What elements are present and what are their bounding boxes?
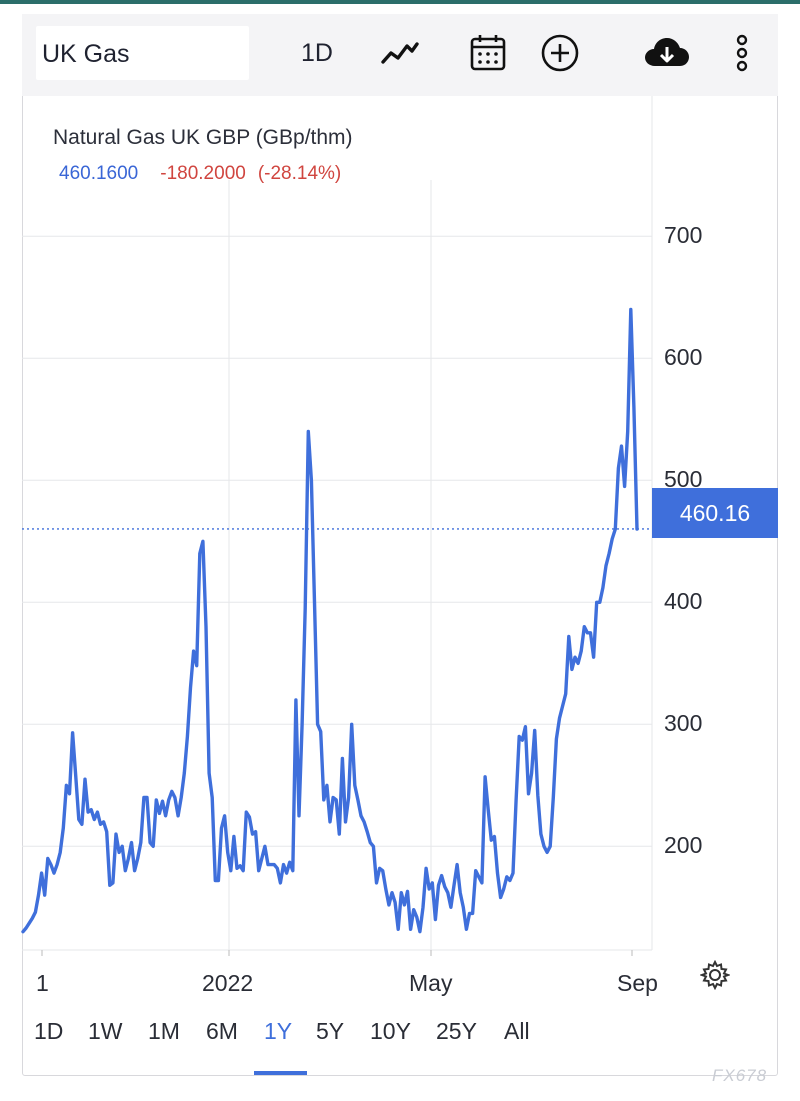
y-tick-label: 700 [664, 222, 703, 249]
quote-line: 460.1600 -180.2000 (-28.14%) [59, 163, 341, 185]
gear-icon[interactable] [699, 959, 731, 995]
cloud-download-icon[interactable] [642, 30, 692, 76]
range-6m[interactable]: 6M [206, 1018, 238, 1044]
x-tick-label: May [409, 970, 453, 996]
price-series-line [21, 307, 639, 934]
range-25y[interactable]: 25Y [436, 1018, 477, 1044]
range-all[interactable]: All [504, 1018, 530, 1044]
range-10y[interactable]: 10Y [370, 1018, 411, 1044]
chart-title: Natural Gas UK GBP (GBp/thm) [53, 126, 353, 149]
y-tick-label: 400 [664, 588, 703, 615]
line-chart-icon[interactable] [378, 30, 422, 76]
range-1y[interactable]: 1Y [264, 1018, 293, 1044]
watermark: FX678 [712, 1066, 768, 1085]
plus-circle-icon[interactable] [538, 30, 582, 76]
price-change: -180.2000 [160, 163, 246, 184]
x-tick-label: 1 [36, 970, 49, 996]
active-range-indicator [254, 1071, 307, 1075]
range-1w[interactable]: 1W [88, 1018, 123, 1044]
x-tick-label: 2022 [202, 970, 254, 996]
y-tick-label: 500 [664, 466, 703, 493]
y-tick-label: 300 [664, 710, 703, 737]
y-tick-label: 200 [664, 832, 703, 859]
price-change-percent: (-28.14%) [257, 163, 342, 184]
current-price-tag: 460.16 [652, 488, 778, 538]
range-5y[interactable]: 5Y [316, 1018, 345, 1044]
last-price: 460.1600 [59, 163, 139, 184]
range-1m[interactable]: 1M [148, 1018, 180, 1044]
interval-button[interactable]: 1D [301, 38, 333, 67]
y-tick-label: 600 [664, 344, 703, 371]
range-1d[interactable]: 1D [34, 1018, 64, 1044]
chart-grid [22, 96, 653, 956]
more-vertical-icon[interactable] [730, 30, 754, 76]
x-tick-label: Sep [617, 970, 658, 996]
calendar-icon[interactable] [468, 30, 508, 76]
chart-series [21, 307, 652, 934]
top-accent-bar [0, 0, 800, 4]
symbol-input[interactable]: UK Gas [36, 26, 249, 80]
